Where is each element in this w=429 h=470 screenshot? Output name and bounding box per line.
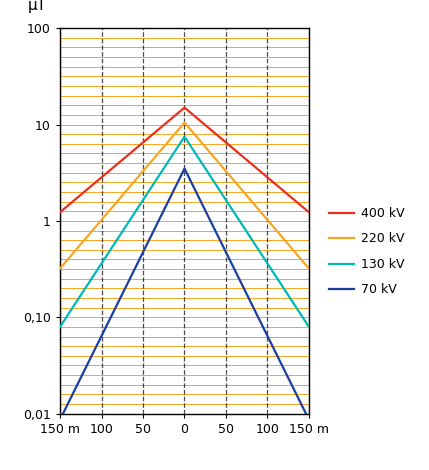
400 kV [302, 205, 307, 211]
400 kV [57, 209, 63, 215]
220 kV [57, 266, 63, 271]
130 kV [101, 258, 106, 264]
400 kV [306, 209, 311, 215]
130 kV [86, 281, 91, 286]
130 kV [302, 317, 307, 322]
400 kV [86, 186, 91, 191]
Text: μT: μT [28, 0, 47, 13]
220 kV [101, 215, 106, 221]
70 kV [302, 407, 307, 413]
70 kV [57, 417, 63, 423]
130 kV [164, 162, 169, 167]
220 kV [306, 266, 311, 271]
70 kV [275, 353, 280, 359]
400 kV [182, 105, 187, 110]
130 kV [57, 324, 63, 329]
70 kV [153, 224, 158, 230]
130 kV [182, 134, 187, 140]
220 kV [275, 228, 280, 234]
220 kV [153, 154, 158, 159]
130 kV [275, 275, 280, 281]
Line: 400 kV: 400 kV [60, 108, 309, 212]
400 kV [164, 120, 169, 125]
130 kV [153, 178, 158, 184]
Line: 220 kV: 220 kV [60, 123, 309, 268]
400 kV [275, 183, 280, 188]
Legend: 400 kV, 220 kV, 130 kV, 70 kV: 400 kV, 220 kV, 130 kV, 70 kV [325, 203, 409, 300]
220 kV [302, 260, 307, 266]
130 kV [306, 324, 311, 329]
70 kV [306, 417, 311, 423]
400 kV [101, 173, 106, 179]
70 kV [182, 166, 187, 172]
Line: 130 kV: 130 kV [60, 137, 309, 327]
220 kV [86, 232, 91, 238]
70 kV [101, 329, 106, 335]
220 kV [164, 141, 169, 147]
400 kV [153, 129, 158, 135]
70 kV [164, 203, 169, 208]
70 kV [86, 360, 91, 365]
220 kV [182, 120, 187, 125]
Line: 70 kV: 70 kV [60, 169, 309, 420]
